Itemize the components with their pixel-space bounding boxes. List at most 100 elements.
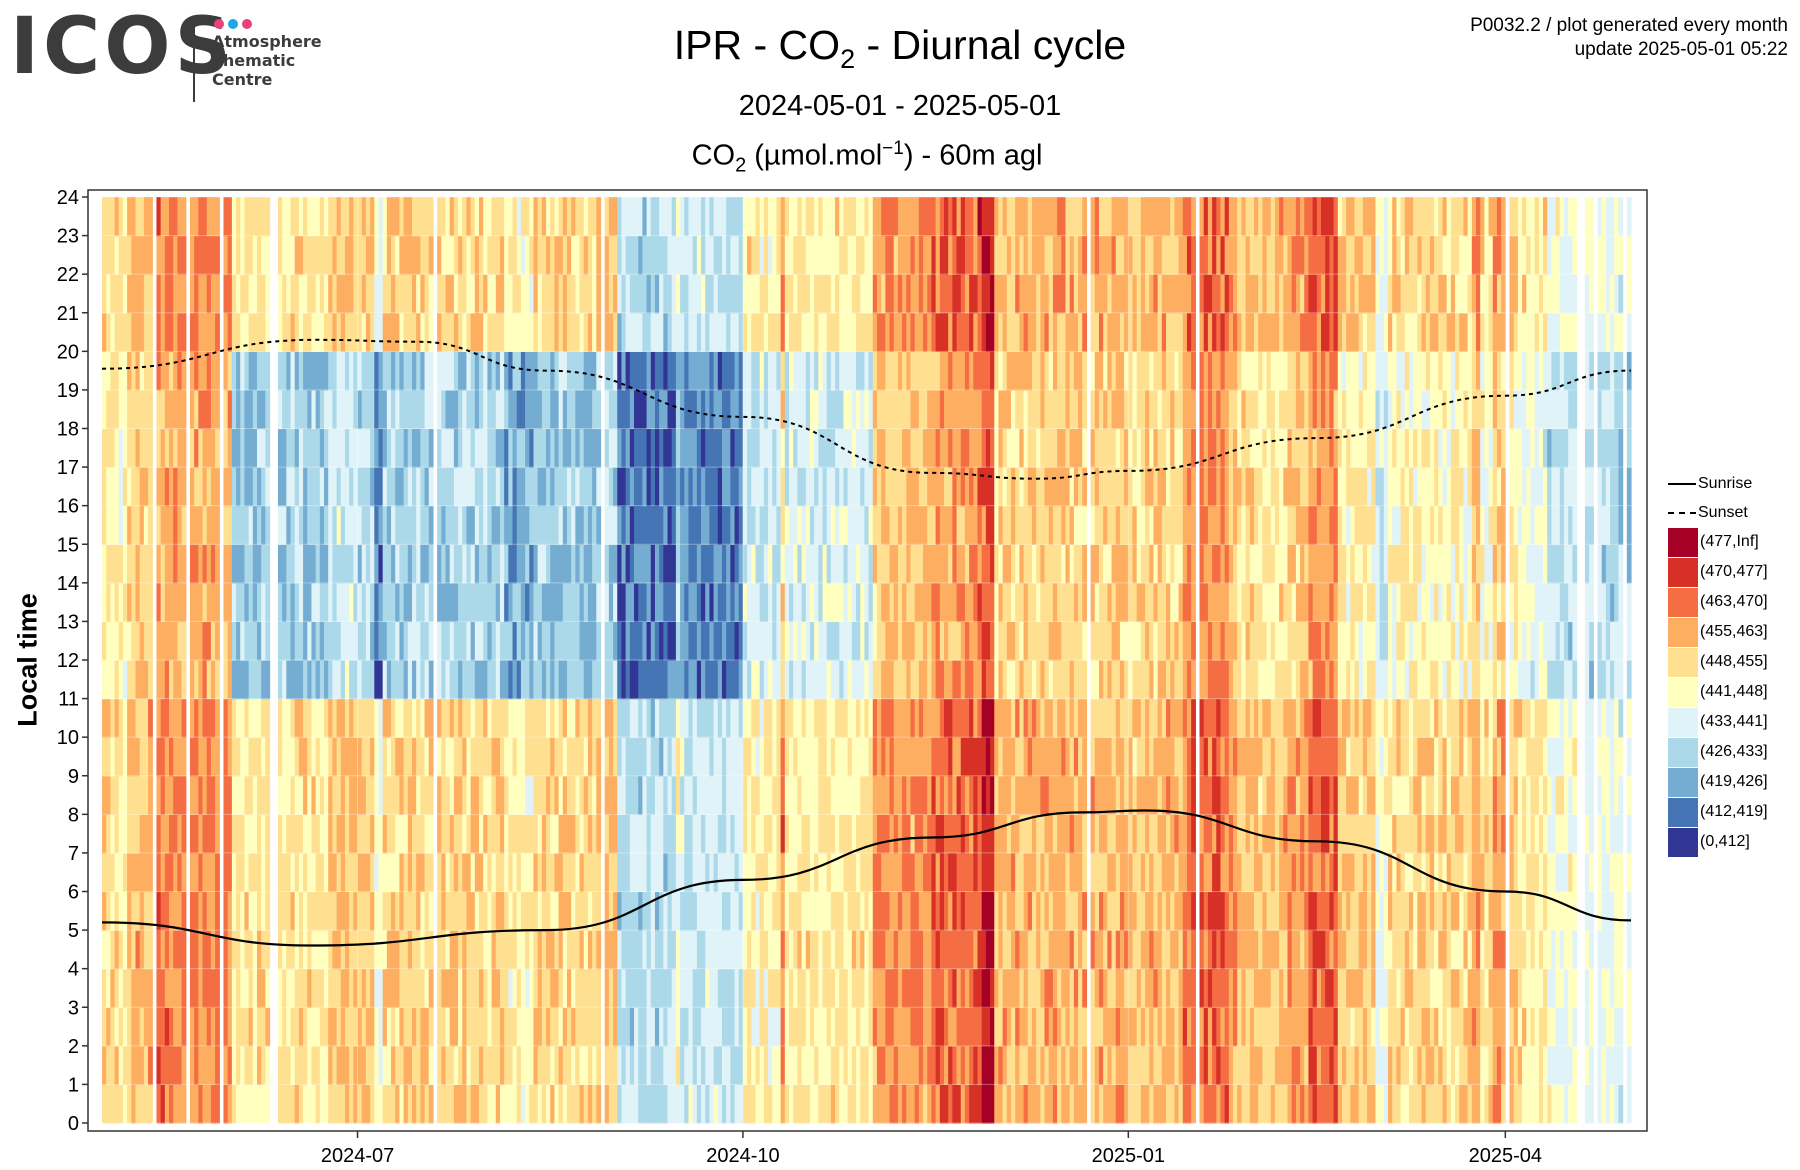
heatmap-cell [319,698,325,738]
heatmap-cell [441,1007,447,1047]
heatmap-cell [634,1007,639,1047]
heatmap-cell [102,1084,107,1124]
heatmap-cell [646,814,652,854]
heatmap-cell [462,544,468,584]
heatmap-cell [139,930,145,970]
heatmap-cell [227,351,233,391]
heatmap-cell [772,1084,778,1124]
heatmap-cell [889,582,895,623]
heatmap-cell [261,660,266,700]
heatmap-cell [202,505,208,545]
heatmap-cell [520,235,526,275]
heatmap-cell [315,274,321,314]
heatmap-cell [935,544,941,584]
heatmap-cell [981,428,987,468]
heatmap-cell [407,274,413,314]
heatmap-cell [864,1045,870,1086]
heatmap-cell [483,428,488,468]
heatmap-cell [931,968,937,1008]
heatmap-cell [282,351,287,391]
heatmap-cell [533,197,539,237]
heatmap-cell [717,1045,723,1086]
heatmap-cell [969,197,974,237]
heatmap-cell [315,1045,321,1086]
heatmap-cell [684,737,690,777]
heatmap-cell [277,197,283,237]
heatmap-cell [805,660,811,700]
heatmap-cell [395,775,401,815]
heatmap-cell [885,852,891,893]
heatmap-cell [830,1084,836,1124]
heatmap-cell [990,582,995,623]
heatmap-cell [634,660,639,700]
heatmap-cell [730,930,736,970]
heatmap-cell [504,467,509,507]
heatmap-cell [927,698,933,738]
heatmap-cell [491,775,497,815]
heatmap-cell [240,930,246,970]
heatmap-cell [236,1007,241,1047]
heatmap-cell [944,930,949,970]
heatmap-cell [885,582,891,623]
heatmap-cell [755,312,761,352]
heatmap-cell [118,312,124,352]
heatmap-cell [206,312,212,352]
heatmap-cell [843,968,849,1008]
heatmap-cell [106,930,111,970]
heatmap-cell [977,1045,983,1086]
heatmap-cell [491,389,497,430]
heatmap-cell [135,235,141,275]
heatmap-cell [646,891,652,931]
heatmap-cell [143,544,149,584]
heatmap-cell [248,312,254,352]
heatmap-cell [370,544,375,584]
heatmap-cell [156,698,162,738]
heatmap-cell [516,312,522,352]
heatmap-cell [646,197,652,237]
heatmap-cell [102,389,107,430]
heatmap-cell [809,737,815,777]
heatmap-cell [357,852,363,893]
heatmap-cell [579,1045,585,1086]
heatmap-cell [231,505,237,545]
heatmap-cell [227,505,233,545]
heatmap-cell [726,544,731,584]
heatmap-cell [378,1084,384,1124]
heatmap-cell [944,389,949,430]
heatmap-cell [613,660,618,700]
heatmap-cell [382,737,388,777]
heatmap-cell [789,428,794,468]
heatmap-cell [491,891,497,931]
heatmap-cell [495,467,501,507]
heatmap-cell [181,235,187,275]
heatmap-cell [236,737,241,777]
heatmap-cell [755,544,761,584]
heatmap-cell [428,1007,434,1047]
heatmap-cell [407,1007,413,1047]
heatmap-cell [734,852,740,893]
heatmap-cell [747,1084,752,1124]
heatmap-cell [742,1045,748,1086]
heatmap-cell [634,737,639,777]
heatmap-cell [437,544,442,584]
heatmap-cell [650,621,656,661]
heatmap-cell [751,235,757,275]
heatmap-cell [499,814,505,854]
heatmap-cell [206,235,212,275]
heatmap-cell [835,197,840,237]
heatmap-cell [667,1084,673,1124]
heatmap-cell [675,852,681,893]
heatmap-cell [613,312,618,352]
heatmap-cell [688,930,694,970]
unit-mid: (µmol.mol [746,139,883,172]
heatmap-cell [592,582,597,623]
heatmap-cell [558,814,564,854]
heatmap-cell [621,775,627,815]
heatmap-cell [277,621,283,661]
heatmap-cell [809,930,815,970]
heatmap-cell [428,775,434,815]
heatmap-cell [596,660,602,700]
heatmap-cell [747,930,752,970]
heatmap-cell [856,814,861,854]
heatmap-cell [964,351,970,391]
